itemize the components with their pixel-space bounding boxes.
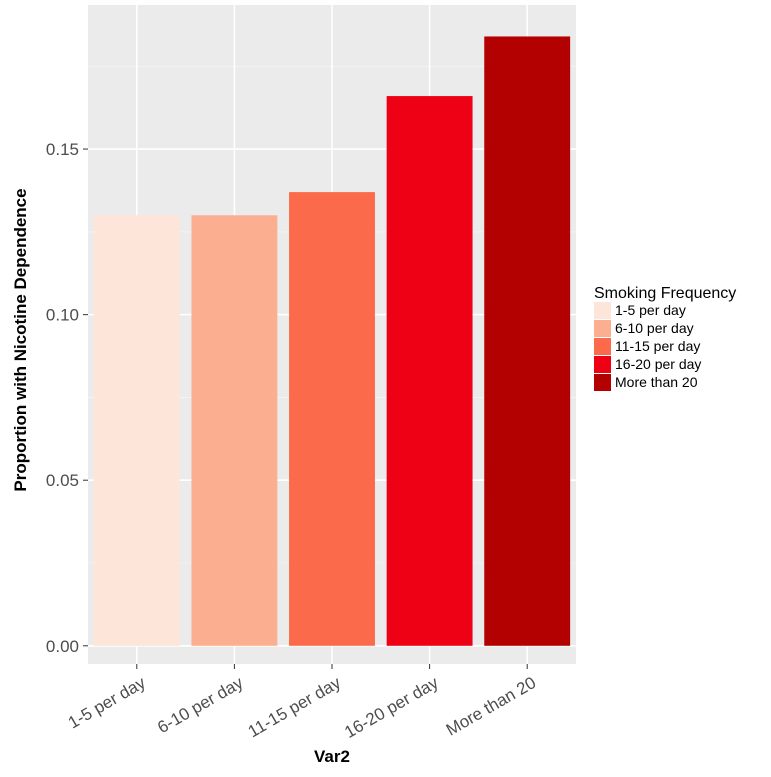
bar [191, 215, 278, 646]
bar [93, 215, 180, 646]
legend-key [594, 338, 611, 355]
legend-key [594, 320, 611, 337]
x-tick-label: 16-20 per day [341, 673, 442, 742]
x-tick-label: 1-5 per day [65, 673, 149, 733]
legend-title: Smoking Frequency [594, 285, 736, 302]
x-tick-label: More than 20 [443, 673, 539, 740]
y-tick-label: 0.15 [46, 140, 79, 159]
y-tick-label: 0.00 [46, 637, 79, 656]
y-axis-title: Proportion with Nicotine Dependence [11, 188, 30, 491]
bar [386, 96, 473, 646]
legend-label: More than 20 [615, 374, 698, 390]
legend-label: 16-20 per day [615, 356, 701, 372]
legend-key [594, 356, 611, 373]
legend: Smoking Frequency 1-5 per day 6-10 per da… [594, 285, 736, 391]
bar [289, 192, 375, 646]
legend-label: 6-10 per day [615, 320, 694, 336]
x-axis-title: Var2 [314, 747, 350, 766]
y-axis: 0.00 0.05 0.10 0.15 [46, 140, 88, 656]
legend-key [594, 374, 611, 391]
y-tick-label: 0.10 [46, 306, 79, 325]
bars [93, 36, 571, 646]
x-tick-label: 6-10 per day [154, 673, 247, 737]
x-tick-label: 11-15 per day [245, 673, 345, 742]
bar [484, 36, 571, 646]
legend-label: 11-15 per day [615, 338, 700, 354]
legend-key [594, 302, 611, 319]
legend-label: 1-5 per day [615, 302, 686, 318]
y-tick-label: 0.05 [46, 471, 79, 490]
